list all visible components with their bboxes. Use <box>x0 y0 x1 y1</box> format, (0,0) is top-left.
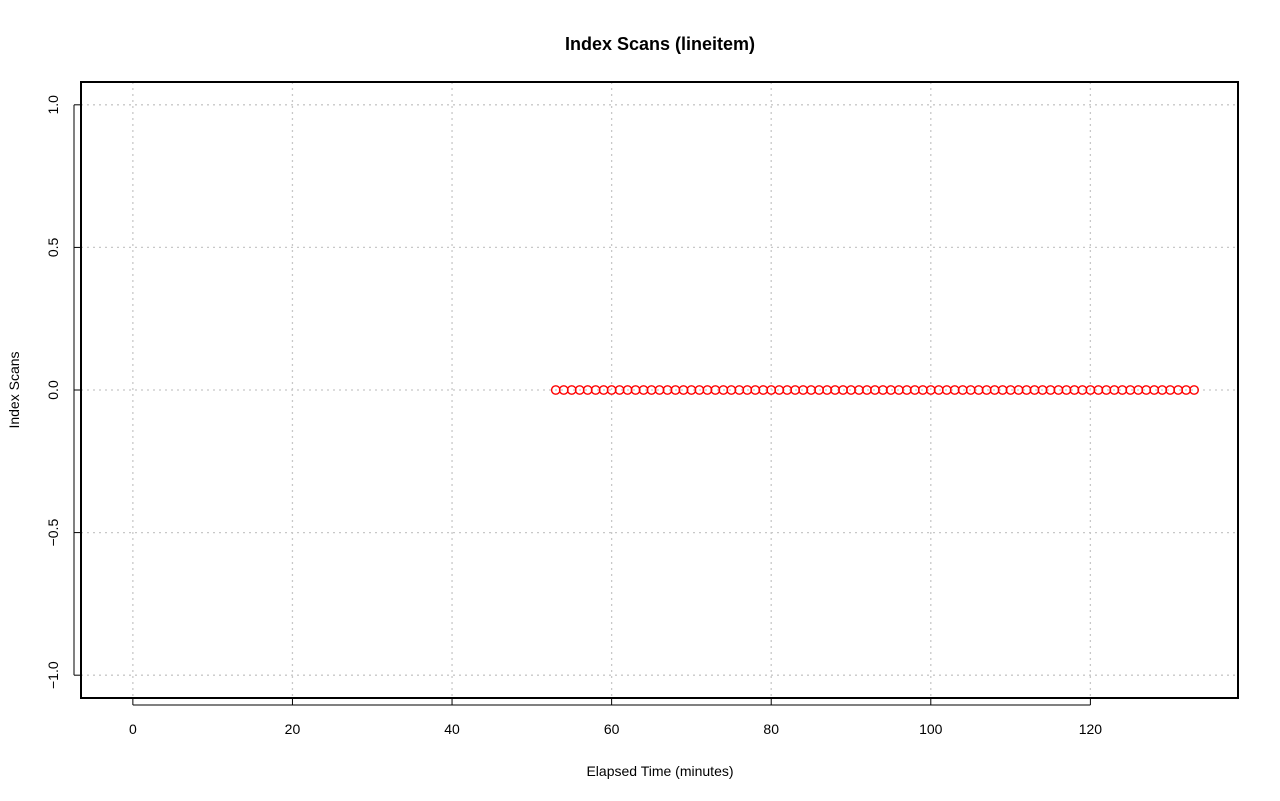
data-point <box>750 385 761 395</box>
data-points <box>550 385 1200 395</box>
data-point <box>886 385 896 395</box>
x-tick-label: 100 <box>919 721 943 737</box>
data-point <box>1005 385 1016 395</box>
y-tick-label: −0.5 <box>45 519 61 547</box>
data-point <box>909 385 920 395</box>
x-axis-label: Elapsed Time (minutes) <box>586 763 733 779</box>
data-point <box>846 385 856 395</box>
data-point <box>798 385 809 395</box>
chart-title: Index Scans (lineitem) <box>565 34 755 54</box>
data-point <box>678 385 689 395</box>
x-axis: 0 20 40 60 80 100 120 <box>129 698 1102 737</box>
data-point <box>726 385 737 395</box>
y-tick-label: 0.0 <box>45 380 61 400</box>
data-point <box>1173 385 1184 395</box>
data-point <box>933 385 944 395</box>
data-point <box>702 385 713 395</box>
data-point <box>822 385 832 395</box>
data-point <box>774 385 785 395</box>
data-point <box>1189 385 1200 395</box>
x-tick-label: 80 <box>763 721 779 737</box>
x-tick-label: 20 <box>285 721 301 737</box>
data-point <box>1125 385 1136 395</box>
grid-layer <box>81 82 1238 698</box>
data-point <box>630 385 641 395</box>
data-point <box>1053 385 1064 395</box>
data-point <box>654 385 665 395</box>
y-axis-label: Index Scans <box>6 351 22 428</box>
data-point <box>981 385 992 395</box>
y-tick-label: −1.0 <box>45 661 61 689</box>
x-tick-label: 120 <box>1079 721 1103 737</box>
data-point <box>862 385 872 395</box>
data-point <box>1101 385 1112 395</box>
y-tick-label: 0.5 <box>45 237 61 257</box>
x-tick-label: 0 <box>129 721 137 737</box>
y-axis: −1.0 −0.5 0.0 0.5 1.0 <box>45 95 81 689</box>
data-point <box>1149 385 1160 395</box>
data-point <box>558 385 569 395</box>
x-tick-label: 40 <box>444 721 460 737</box>
data-point <box>957 385 968 395</box>
y-tick-label: 1.0 <box>45 95 61 115</box>
data-point <box>582 385 593 395</box>
data-point <box>1077 385 1088 395</box>
data-point <box>1029 385 1040 395</box>
plot-frame <box>80 81 1239 699</box>
x-tick-label: 60 <box>604 721 620 737</box>
